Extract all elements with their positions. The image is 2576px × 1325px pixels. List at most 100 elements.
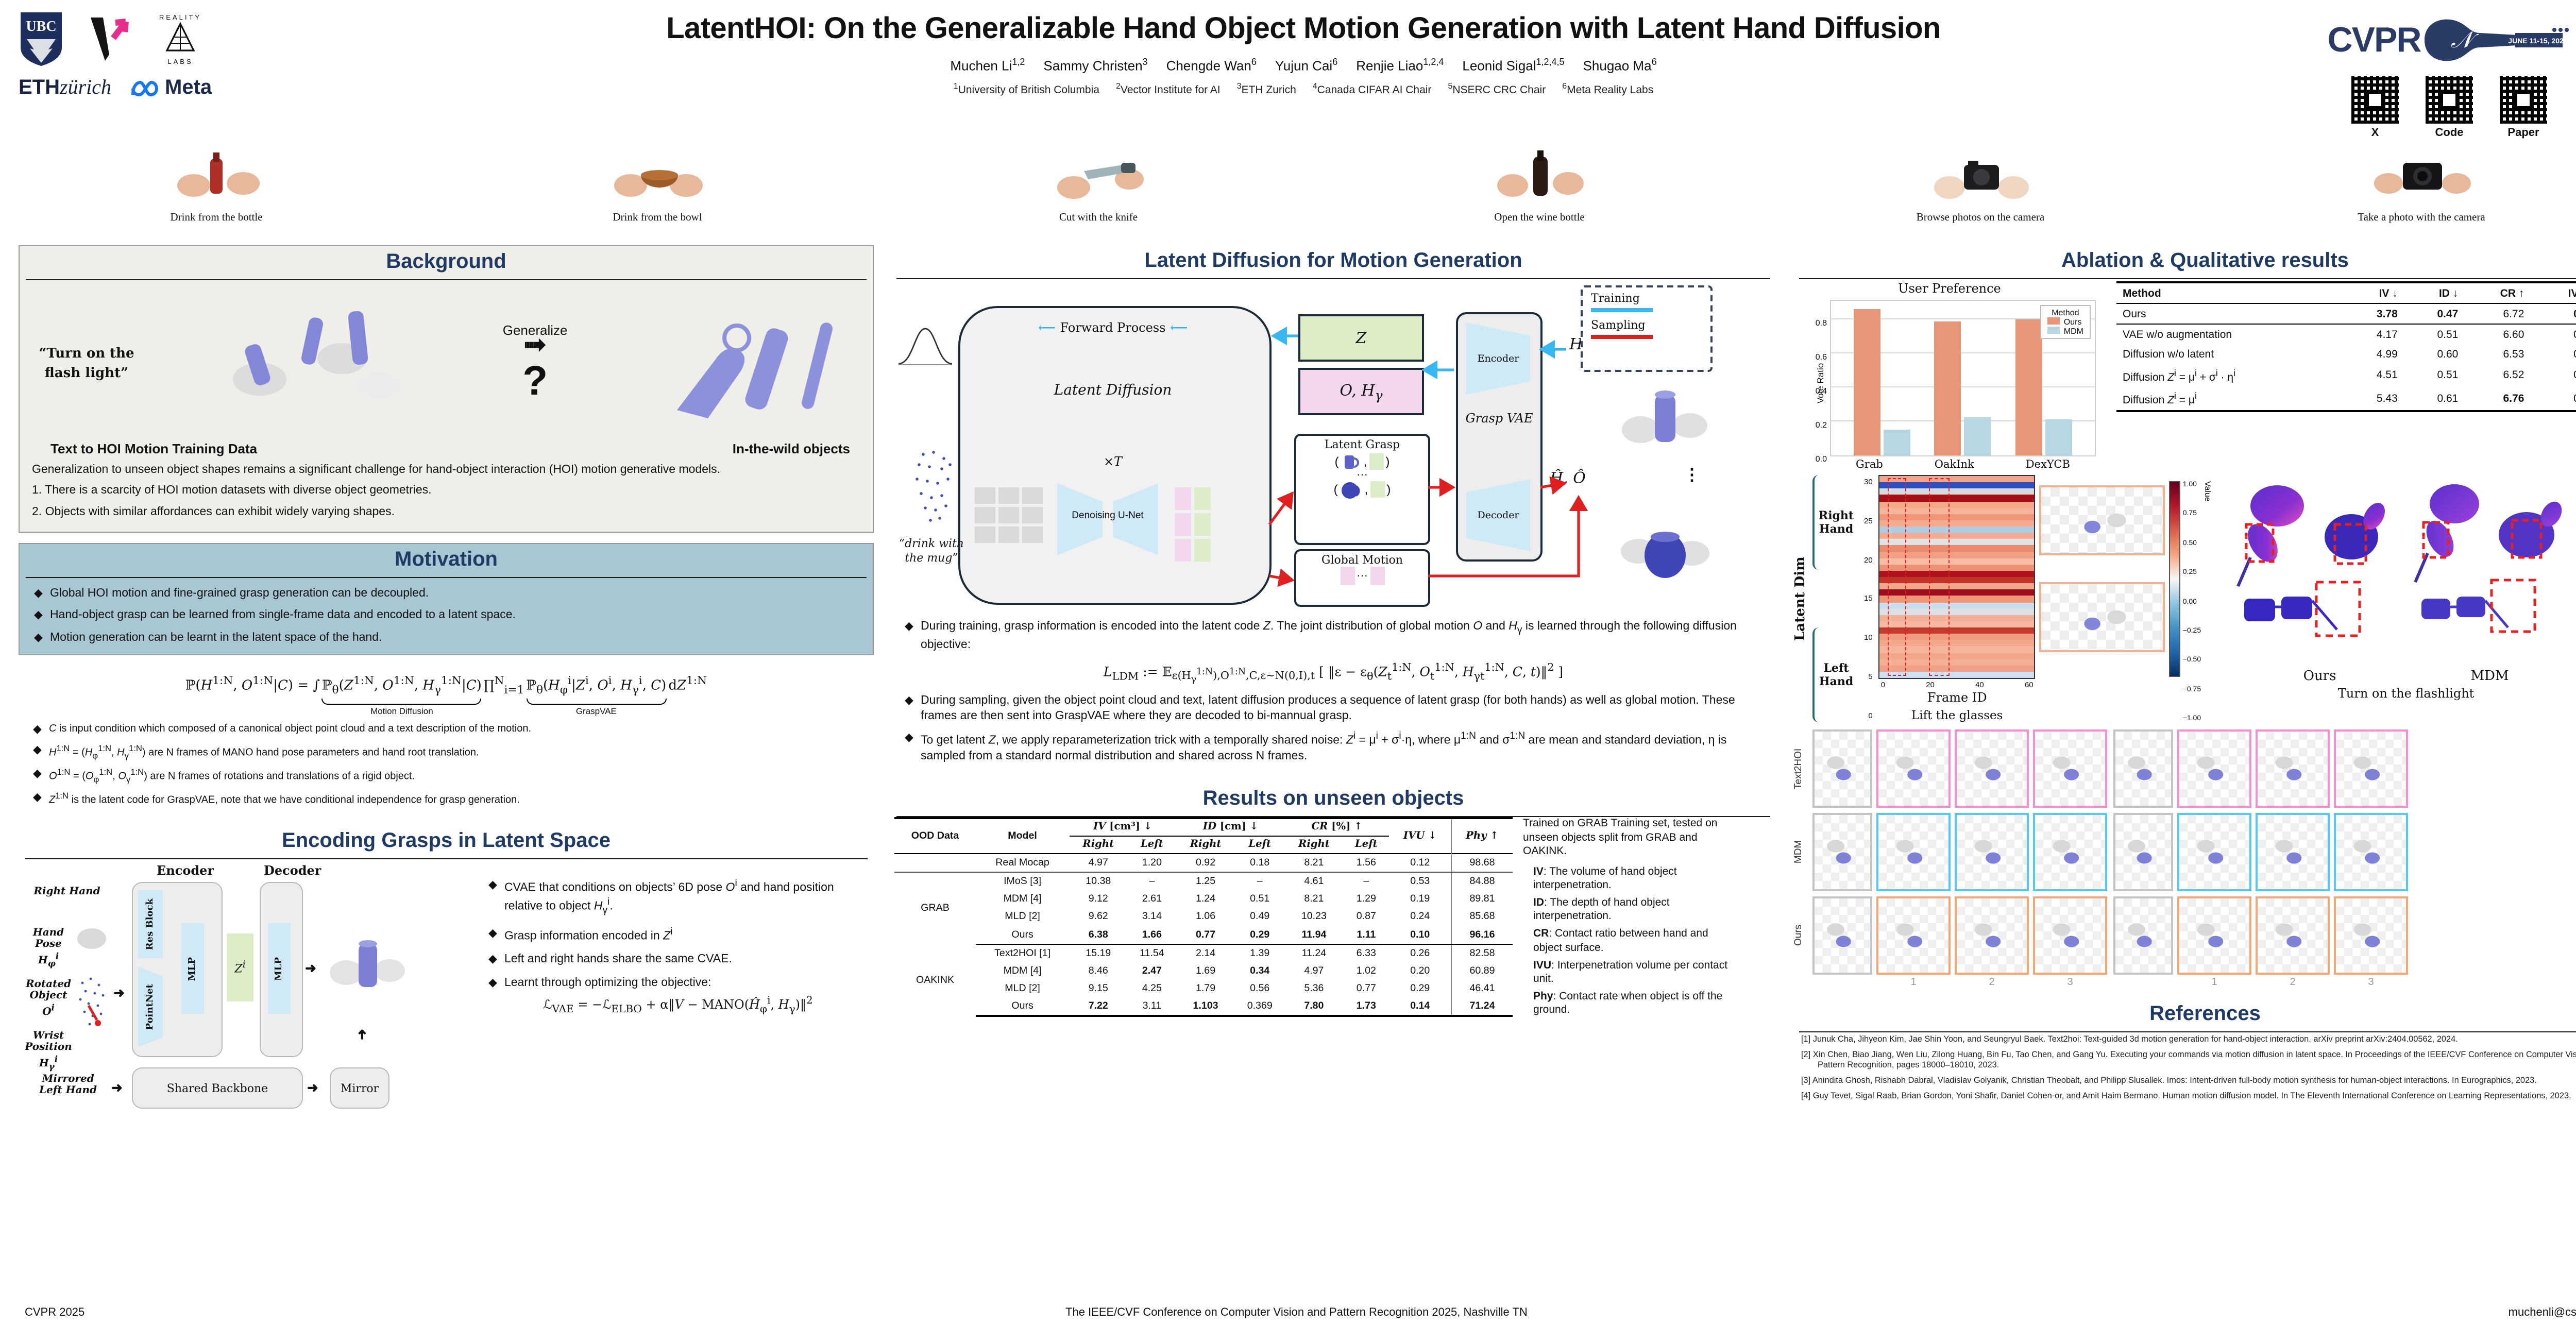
- denoising-unet-label: Denoising U-Net: [1072, 510, 1144, 521]
- latent-diffusion-label: Latent Diffusion: [1054, 382, 1172, 399]
- table-row: OAKINK Text2HOI [1] 15.19 11.54 2.14 1.39 11…: [894, 944, 1513, 986]
- heatmap-yticks: 30 25 20 15 10 5 0: [1864, 477, 1873, 720]
- heatmap-row: [1879, 526, 2035, 533]
- heatmap-grid: [1878, 475, 2036, 679]
- ours-label: Ours: [2303, 669, 2336, 684]
- hand-icon: [77, 928, 106, 949]
- table-row: MLD [2] 9.15 4.25 1.79 0.56 5.36 0.77 0.29 46.4…: [894, 979, 1513, 997]
- teaser-item: Open the wine bottle: [1385, 148, 1694, 237]
- teaser-item: Cut with the knife: [944, 148, 1253, 237]
- noised-latent-grid: [975, 487, 1043, 543]
- legend-chip-ours: [2047, 317, 2060, 325]
- heatmap-row: [1879, 659, 2035, 666]
- bar-ours-grab: [1853, 309, 1880, 455]
- denoised-latent-columns: [1175, 487, 1211, 562]
- background-section: Background “Turn on the flash light” Gen…: [19, 245, 874, 533]
- heatmap-row: [1879, 583, 2035, 590]
- zoomed-frame-thumbnail: [2177, 813, 2251, 891]
- page-title: LatentHOI: On the Generalizable Hand Obj…: [666, 12, 1941, 45]
- oh-box: O, Hγ: [1298, 368, 1424, 415]
- qr-code-code-icon: [2426, 76, 2473, 124]
- highlighted-frames-box: [1929, 478, 1950, 676]
- references-section: References [1] Junuk Cha, Jihyeon Kim, J…: [1793, 998, 2576, 1104]
- formula-lhs: ℙ(H1:N, O1:N|C) = ∫: [185, 674, 320, 694]
- grasp-vae-box: Encoder Grasp VAE Decoder: [1456, 312, 1543, 562]
- section-title-latent-diffusion: Latent Diffusion for Motion Generation: [1144, 249, 1522, 272]
- footer-center: The IEEE/CVF Conference on Computer Visi…: [1065, 1306, 1528, 1319]
- diamond-bullet-icon: ◆: [34, 632, 43, 644]
- teaser-caption: Cut with the knife: [1059, 212, 1138, 224]
- motivation-section: Motivation ◆ Global HOI motion and fine-g…: [19, 542, 874, 656]
- motivation-bullet: ◆ Global HOI motion and fine-grained gras…: [34, 586, 858, 601]
- user-preference-chart: User Preference Vote Ratio 0.0 0.2 0.4 0…: [1795, 281, 2104, 471]
- conference-block: CVPR 𝒩 JUNE 11-15, 2025 X Code Paper: [2279, 10, 2576, 139]
- bar-mdm-grab: [1883, 430, 1910, 455]
- col-header-iv: IV [cm³] ↓: [1069, 817, 1177, 837]
- heatmap-row: [1879, 589, 2035, 596]
- latent-diffusion-diagram: ⟵ Forward Process ⟵ Latent Diffusion ×T …: [894, 281, 1772, 609]
- reference-item: [2] Xin Chen, Biao Jiang, Wen Liu, Zilon…: [1801, 1049, 2576, 1070]
- scene-overview-thumbnail: [2113, 896, 2173, 975]
- left-hand-brace: Left Hand: [1812, 627, 1858, 722]
- notation-bullet: ◆ C is input condition which composed of …: [33, 723, 532, 736]
- latent-heatmap-figure: Latent Dim Right Hand Left Hand 30 25 20 15…: [1793, 475, 2228, 722]
- question-mark: ?: [522, 359, 548, 404]
- heatmap-row: [1879, 558, 2035, 565]
- mug-icon: [1345, 455, 1360, 469]
- x-tick: OakInk: [1934, 458, 1974, 471]
- graspvae-diagram: Encoder Decoder Right Hand Hand Pose Hφi…: [25, 863, 478, 1121]
- take-photo-camera-image: [2374, 163, 2471, 194]
- diamond-bullet-icon: ◆: [34, 609, 43, 622]
- teaser-item: Drink from the bottle: [62, 148, 371, 237]
- metric-def: ID: The depth of hand object interpenetr…: [1533, 896, 1670, 923]
- mdm-flashlight-image: [2414, 484, 2562, 633]
- heatmap-row: [1879, 621, 2035, 627]
- ours-flashlight-image: [2236, 485, 2385, 637]
- heatmap-row: [1879, 514, 2035, 520]
- qr-label: Paper: [2507, 127, 2539, 139]
- metric-def: IVU: Interpenetration volume per contact…: [1533, 959, 1728, 985]
- col-header-cr: CR [%] ↑: [1284, 817, 1389, 837]
- qualitative-row-label: MDM: [1793, 840, 1804, 864]
- frame-inset-image: [2039, 582, 2165, 652]
- scene-overview-thumbnail: [2113, 729, 2173, 808]
- zoomed-frame-thumbnail: [2177, 896, 2251, 975]
- formula-product: ∏Ni=1: [483, 674, 524, 697]
- table-row: MDM [4] 8.46 2.47 1.69 0.34 4.97 1.02 0.20 60.8…: [894, 962, 1513, 980]
- table-row: MLD [2] 9.62 3.14 1.06 0.49 10.23 0.87 0.24 85.…: [894, 908, 1513, 926]
- qualitative-group: [1812, 729, 2107, 808]
- sampling-arrow-icon: [1591, 335, 1653, 339]
- teaser-item: Take a photo with the camera: [2267, 148, 2576, 237]
- affiliation: 5NSERC CRC Chair: [1448, 81, 1546, 97]
- heatmap-row: [1879, 608, 2035, 615]
- teaser-caption: Drink from the bottle: [170, 212, 263, 224]
- qualitative-grid: Text2HOI MDM Ours: [1793, 729, 2576, 975]
- section-title-motivation: Motivation: [395, 548, 498, 571]
- poster-header: UBC REALITY LABS ETHzürich: [0, 0, 2576, 144]
- table-row: VAE w/o augmentation 4.170.516.600.14: [2123, 328, 2576, 341]
- col-header-id: ID [cm] ↓: [1176, 817, 1285, 837]
- background-point-1: 1. There is a scarcity of HOI motion dat…: [32, 484, 432, 497]
- ho-hat-output-label: Ĥ, Ô: [1550, 469, 1586, 487]
- teaser-caption: Drink from the bowl: [613, 212, 702, 224]
- training-arrow-icon: [1591, 308, 1653, 312]
- legend-chip-mdm: [2047, 327, 2060, 334]
- diffusion-bullet: ◆ To get latent Z, we apply reparameteriz…: [905, 731, 1727, 763]
- bar-ours-dexycb: [2015, 319, 2043, 455]
- reality-labs-logo-icon: REALITY LABS: [159, 13, 199, 65]
- notation-bullet: ◆ Z1:N is the latent code for GraspVAE, n…: [33, 790, 520, 806]
- diffusion-bullet: ◆ During training, grasp information is e…: [905, 620, 1737, 651]
- arrow-icon: ➜: [353, 1029, 369, 1041]
- zoomed-frame-thumbnail: [2334, 729, 2408, 808]
- wrist-position-label: Wrist Position Hγi: [25, 1030, 72, 1072]
- author: Yujun Cai6: [1275, 57, 1338, 74]
- formula-motion-diffusion-term: ℙθ(Z1:N, O1:N, Hγ1:N|C): [321, 674, 482, 697]
- col-header-ood: OOD Data: [894, 817, 976, 854]
- author: Renjie Liao1,2,4: [1356, 57, 1444, 74]
- latent-grasp-label: Latent Grasp: [1324, 438, 1400, 451]
- section-title-results: Results on unseen objects: [1202, 787, 1464, 810]
- grasp-result-image: [330, 940, 405, 988]
- zoomed-frame-thumbnail: [2033, 896, 2107, 975]
- results-note: Trained on GRAB Training set, tested on …: [1523, 817, 1729, 1017]
- ldm-objective-formula: LLDM := 𝔼ε(Hγ1:N),O1:N,C,ε∼N(0,I),t [ ‖ε…: [1103, 661, 1564, 686]
